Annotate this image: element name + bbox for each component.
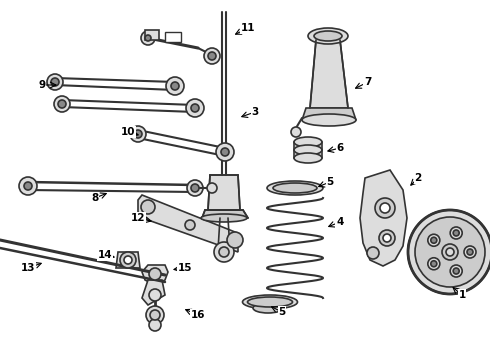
Circle shape xyxy=(380,203,390,213)
Circle shape xyxy=(141,200,155,214)
Ellipse shape xyxy=(314,31,342,41)
Circle shape xyxy=(216,143,234,161)
Polygon shape xyxy=(142,280,165,305)
Circle shape xyxy=(214,242,234,262)
Circle shape xyxy=(453,230,459,236)
Ellipse shape xyxy=(308,28,348,44)
Circle shape xyxy=(149,268,161,280)
Circle shape xyxy=(47,74,63,90)
Text: 6: 6 xyxy=(336,143,343,153)
Circle shape xyxy=(185,220,195,230)
Text: 7: 7 xyxy=(364,77,372,87)
Text: 5: 5 xyxy=(326,177,334,187)
Circle shape xyxy=(134,130,142,138)
Circle shape xyxy=(367,247,379,259)
Ellipse shape xyxy=(247,297,293,307)
Ellipse shape xyxy=(253,303,283,313)
Circle shape xyxy=(166,77,184,95)
Circle shape xyxy=(428,234,440,246)
Polygon shape xyxy=(202,210,248,218)
Circle shape xyxy=(187,180,203,196)
Circle shape xyxy=(186,99,204,117)
Circle shape xyxy=(191,104,199,112)
Circle shape xyxy=(408,210,490,294)
Circle shape xyxy=(19,177,37,195)
Text: 16: 16 xyxy=(191,310,205,320)
Circle shape xyxy=(431,261,437,267)
Polygon shape xyxy=(116,252,140,268)
Circle shape xyxy=(149,319,161,331)
Circle shape xyxy=(446,248,454,256)
Ellipse shape xyxy=(302,114,356,126)
Text: 9: 9 xyxy=(38,80,46,90)
Circle shape xyxy=(204,48,220,64)
Text: 3: 3 xyxy=(251,107,259,117)
Polygon shape xyxy=(310,40,348,108)
Circle shape xyxy=(467,249,473,255)
Circle shape xyxy=(219,247,229,257)
Circle shape xyxy=(428,258,440,270)
Circle shape xyxy=(124,256,132,264)
Circle shape xyxy=(464,246,476,258)
Circle shape xyxy=(24,182,32,190)
Text: 12: 12 xyxy=(131,213,145,223)
Ellipse shape xyxy=(273,183,317,193)
Text: 5: 5 xyxy=(278,307,286,317)
Polygon shape xyxy=(208,175,240,210)
Circle shape xyxy=(145,35,151,41)
FancyBboxPatch shape xyxy=(145,30,159,40)
Circle shape xyxy=(383,234,391,242)
Circle shape xyxy=(442,244,458,260)
Ellipse shape xyxy=(267,181,323,195)
Text: 4: 4 xyxy=(336,217,343,227)
Text: 8: 8 xyxy=(91,193,98,203)
Circle shape xyxy=(221,148,229,156)
FancyBboxPatch shape xyxy=(165,32,181,42)
Polygon shape xyxy=(138,195,238,252)
Circle shape xyxy=(54,96,70,112)
Circle shape xyxy=(450,227,462,239)
Ellipse shape xyxy=(201,214,247,222)
Circle shape xyxy=(58,100,66,108)
Text: 14: 14 xyxy=(98,250,112,260)
Circle shape xyxy=(450,265,462,277)
Circle shape xyxy=(130,126,146,142)
Polygon shape xyxy=(302,108,356,120)
Circle shape xyxy=(379,230,395,246)
Circle shape xyxy=(150,310,160,320)
Circle shape xyxy=(141,31,155,45)
Text: 1: 1 xyxy=(458,290,466,300)
Circle shape xyxy=(146,306,164,324)
Circle shape xyxy=(375,198,395,218)
Polygon shape xyxy=(360,170,407,266)
Text: 10: 10 xyxy=(121,127,135,137)
Text: 2: 2 xyxy=(415,173,421,183)
Ellipse shape xyxy=(243,295,297,309)
Circle shape xyxy=(51,78,59,86)
Circle shape xyxy=(453,268,459,274)
Circle shape xyxy=(191,184,199,192)
Ellipse shape xyxy=(294,153,322,163)
Polygon shape xyxy=(142,265,168,285)
Polygon shape xyxy=(294,142,322,158)
Circle shape xyxy=(227,232,243,248)
Circle shape xyxy=(415,217,485,287)
Circle shape xyxy=(171,82,179,90)
Ellipse shape xyxy=(294,137,322,147)
Circle shape xyxy=(120,252,136,268)
Circle shape xyxy=(149,289,161,301)
Circle shape xyxy=(431,237,437,243)
Circle shape xyxy=(208,52,216,60)
Ellipse shape xyxy=(294,145,322,155)
Text: 15: 15 xyxy=(178,263,192,273)
Circle shape xyxy=(291,127,301,137)
Circle shape xyxy=(207,183,217,193)
Text: 11: 11 xyxy=(241,23,255,33)
Text: 13: 13 xyxy=(21,263,35,273)
